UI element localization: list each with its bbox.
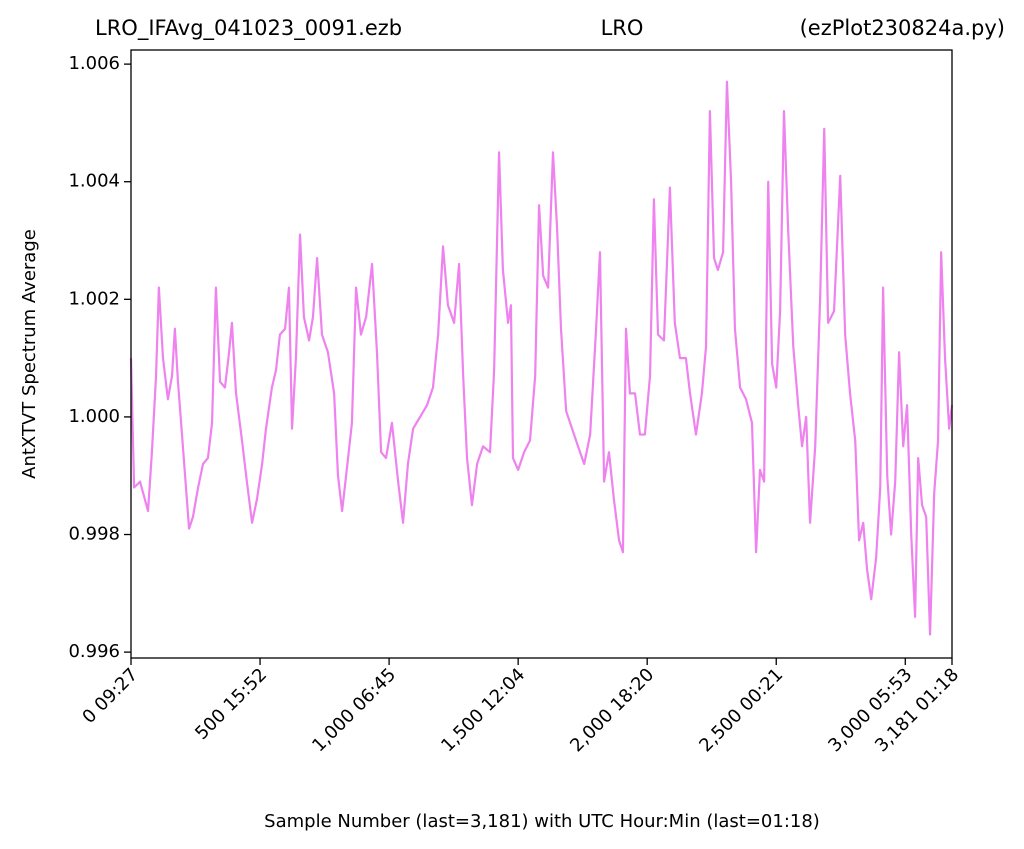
x-tick-label: 0 09:27 [78, 664, 142, 728]
x-tick-label: 500 15:52 [191, 664, 271, 744]
y-tick-label: 0.998 [68, 524, 120, 545]
x-tick-label: 2,500 00:21 [695, 664, 787, 756]
y-tick-label: 1.002 [68, 288, 120, 309]
title-left: LRO_IFAvg_041023_0091.ezb [95, 16, 402, 41]
plot-frame [130, 49, 953, 659]
y-axis-label: AntXTVT Spectrum Average [19, 229, 40, 479]
x-tick-label: 1,000 06:45 [308, 664, 400, 756]
y-tick-label: 0.996 [68, 641, 120, 662]
x-tick-label: 2,000 18:20 [566, 664, 658, 756]
y-tick-label: 1.004 [68, 171, 120, 192]
data-line [129, 80, 954, 636]
title-center: LRO [601, 16, 644, 40]
x-tick-label: 1,500 12:04 [437, 664, 529, 756]
title-right: (ezPlot230824a.py) [800, 16, 1005, 40]
x-axis-label: Sample Number (last=3,181) with UTC Hour… [264, 811, 820, 832]
y-tick-label: 1.000 [68, 406, 120, 427]
y-tick-label: 1.006 [68, 53, 120, 74]
